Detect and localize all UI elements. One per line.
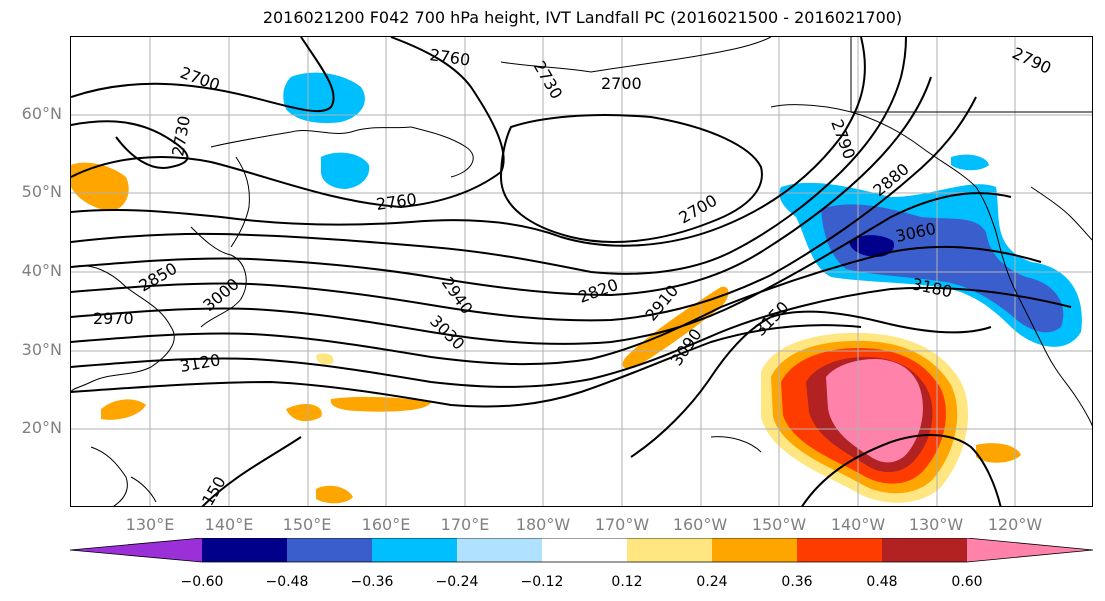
- contour-label: 2820: [576, 275, 621, 307]
- ivt-positive-region: [976, 443, 1021, 463]
- colorbar-segment: [967, 538, 1093, 562]
- colorbar-tick: 0.36: [781, 574, 813, 590]
- colorbar-segment: [372, 538, 457, 562]
- ivt-positive-region: [71, 162, 129, 211]
- lon-label-160w: 160°W: [672, 515, 728, 534]
- ivt-positive-region: [330, 396, 431, 412]
- colorbar-tick: 0.24: [696, 574, 728, 590]
- colorbar-segment: [287, 538, 372, 562]
- colorbar-segment: [797, 538, 882, 562]
- ivt-shading: [71, 72, 1082, 504]
- colorbar-tick: −0.12: [520, 574, 564, 590]
- ivt-positive-region: [101, 399, 146, 420]
- lat-label-30n: 30°N: [21, 340, 62, 359]
- lon-label-140w: 140°W: [830, 515, 886, 534]
- lat-label-20n: 20°N: [21, 418, 62, 437]
- colorbar-tick: −0.60: [180, 574, 224, 590]
- contour-label: 2730: [530, 58, 567, 103]
- contour-label: 2970: [93, 309, 134, 328]
- colorbar-tick: −0.36: [350, 574, 394, 590]
- lon-label-130w: 130°W: [908, 515, 964, 534]
- colorbar-tick: −0.48: [265, 574, 309, 590]
- contour-label: 2700: [601, 74, 642, 93]
- lon-label-170w: 170°W: [594, 515, 650, 534]
- colorbar-tick: 0.60: [951, 574, 983, 590]
- colorbar-segment: [202, 538, 287, 562]
- ivt-negative-region: [283, 72, 365, 124]
- map-panel: 2700 2760 2730 2700 2790 2730 2790 2880 …: [70, 36, 1093, 507]
- map-title: 2016021200 F042 700 hPa height, IVT Land…: [262, 8, 903, 27]
- lon-label-150w: 150°W: [751, 515, 807, 534]
- contour-label: 2850: [136, 259, 181, 296]
- lat-label-40n: 40°N: [21, 261, 62, 280]
- lon-label-180w: 180°W: [515, 515, 571, 534]
- coastlines: [71, 37, 1092, 506]
- lon-label-130e: 130°E: [125, 515, 175, 534]
- ivt-positive-region: [826, 359, 923, 463]
- ivt-negative-region: [321, 152, 370, 189]
- lon-label-140e: 140°E: [204, 515, 254, 534]
- contour-label: 2790: [1009, 43, 1054, 77]
- colorbar-segment: [627, 538, 712, 562]
- ivt-negative-region: [849, 235, 895, 257]
- contour-label: 2790: [827, 117, 859, 162]
- colorbar-segment: [542, 538, 627, 562]
- colorbar-segment: [457, 538, 542, 562]
- lon-label-170e: 170°E: [440, 515, 490, 534]
- colorbar-segments: [70, 538, 1093, 562]
- map-canvas: 2700 2760 2730 2700 2790 2730 2790 2880 …: [71, 37, 1092, 507]
- contour-label: 2730: [168, 114, 194, 157]
- contour-label: 2700: [178, 63, 223, 95]
- colorbar-segment: [70, 538, 202, 562]
- ivt-positive-region: [316, 485, 353, 504]
- lon-label-150e: 150°E: [282, 515, 332, 534]
- colorbar-segment: [712, 538, 797, 562]
- colorbar: [69, 538, 1094, 563]
- colorbar-outline: [69, 538, 1094, 563]
- lon-label-160e: 160°E: [361, 515, 411, 534]
- ivt-positive-region: [316, 353, 334, 365]
- lat-label-60n: 60°N: [21, 104, 62, 123]
- height-contours: [71, 37, 1072, 506]
- ivt-positive-region: [286, 403, 322, 422]
- contour-label: 150: [198, 473, 230, 507]
- contour-label: 3120: [178, 350, 221, 376]
- ivt-negative-region: [951, 154, 989, 171]
- colorbar-tick: −0.24: [435, 574, 479, 590]
- lon-label-120w: 120°W: [987, 515, 1043, 534]
- graticule: [71, 37, 1092, 506]
- colorbar-segment: [882, 538, 967, 562]
- colorbar-tick: 0.12: [611, 574, 643, 590]
- contour-label: 3150: [750, 298, 792, 340]
- lat-label-50n: 50°N: [21, 182, 62, 201]
- colorbar-tick: 0.48: [866, 574, 898, 590]
